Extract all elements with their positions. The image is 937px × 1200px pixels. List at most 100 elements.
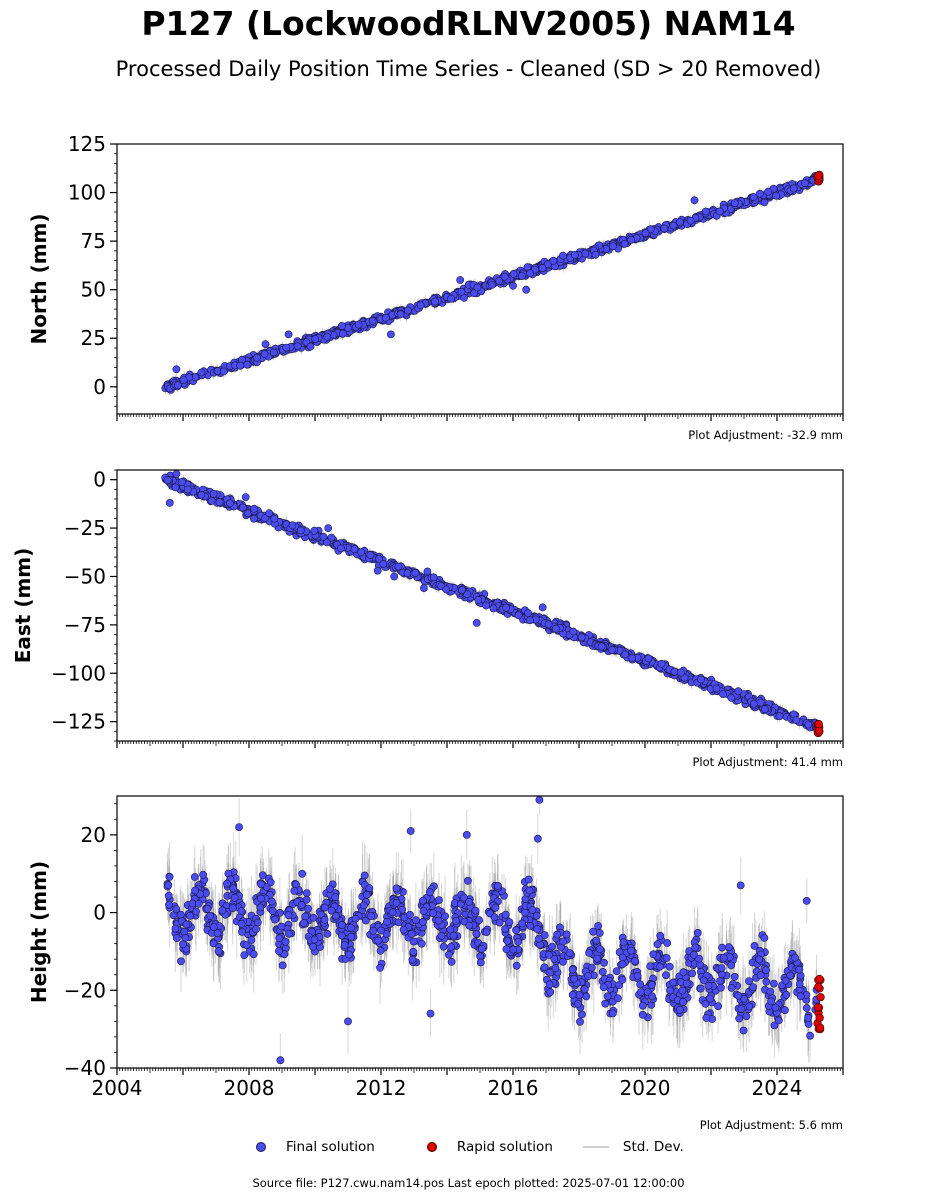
y-tick-label: 0 [93, 375, 106, 399]
final-solution-point [549, 256, 558, 265]
final-solution-point [260, 350, 269, 358]
final-solution-point [165, 498, 174, 507]
final-solution-point [357, 548, 365, 557]
final-solution-points [161, 172, 820, 394]
panel-2: 2004 2008 2012 2016 2020 2024−40−20020Height … [27, 795, 844, 1100]
final-solution-point [324, 524, 333, 532]
x-axis-ticks [116, 741, 844, 748]
final-solution-point [163, 476, 172, 485]
final-solution-point [608, 646, 616, 654]
final-solution-point [518, 272, 526, 280]
final-solution-point [172, 469, 181, 478]
final-solution-point [269, 348, 278, 357]
final-solution-point [801, 179, 809, 188]
y-tick-label: 75 [81, 229, 106, 253]
final-solution-point [715, 207, 724, 216]
rapid-solution-point [814, 171, 823, 180]
final-solution-point [500, 272, 509, 281]
final-solution-point [458, 586, 466, 594]
final-solution-point [241, 493, 250, 501]
final-solution-point [577, 633, 586, 642]
y-tick-label: 50 [81, 278, 106, 302]
final-solution-point [219, 367, 228, 376]
y-axis-label: East (mm) [11, 548, 35, 664]
final-solution-point [288, 521, 297, 530]
panel-0: 0 25 50 75 100 125 North (mm) [27, 132, 844, 421]
final-solution-point [489, 604, 498, 613]
final-solution-point [311, 335, 320, 343]
final-solution-point [646, 225, 655, 234]
final-solution-point [350, 545, 359, 554]
final-solution-point [552, 624, 560, 633]
y-tick-label: −50 [64, 564, 106, 588]
y-tick-label: −75 [64, 613, 106, 637]
final-solution-point [250, 504, 259, 513]
final-solution-point [197, 490, 206, 499]
final-solution-point [319, 532, 328, 541]
final-solution-point [755, 189, 764, 198]
final-solution-point [172, 365, 181, 374]
final-solution-point [373, 566, 382, 575]
final-solution-point [591, 250, 600, 259]
y-tick-label: −25 [64, 516, 106, 540]
final-solution-point [179, 376, 188, 384]
final-solution-point [487, 280, 496, 289]
panel-1: −125 −100 −75 −50 −25 0 East (mm) [11, 468, 844, 748]
final-solution-point [249, 514, 258, 523]
final-solution-point [670, 667, 679, 676]
final-solution-point [472, 619, 481, 627]
y-tick-label: −125 [51, 710, 106, 734]
std-dev-bars [166, 796, 818, 1068]
final-solution-point [676, 218, 684, 227]
final-solution-point [789, 184, 798, 193]
final-solution-point [403, 306, 412, 315]
final-solution-point [712, 684, 721, 693]
final-solution-point [690, 196, 699, 205]
final-solution-point [368, 316, 377, 325]
final-solution-point [173, 381, 182, 390]
final-solution-point [697, 675, 705, 684]
final-solution-point [379, 560, 388, 568]
rapid-solution-points [813, 170, 824, 186]
final-solution-point [323, 332, 332, 341]
final-solution-point [442, 585, 451, 594]
final-solution-point [509, 269, 518, 278]
final-solution-point [337, 322, 346, 330]
final-solution-point [474, 596, 483, 604]
final-solution-point [581, 249, 590, 258]
final-solution-point [209, 489, 218, 498]
chart-title: P127 (LockwoodRLNV2005) NAM14 [141, 4, 796, 43]
final-solution-point [338, 329, 347, 338]
final-solution-point [538, 603, 547, 612]
y-tick-label: −100 [51, 661, 106, 685]
final-solution-point [524, 609, 532, 617]
final-solution-point [327, 533, 336, 542]
final-solution-point [252, 353, 261, 362]
final-solution-point [526, 269, 534, 278]
final-solution-point [381, 313, 390, 322]
y-tick-label: 100 [68, 181, 106, 205]
final-solution-point [265, 509, 273, 518]
final-solution-point [236, 361, 245, 370]
final-solution-point [544, 620, 553, 629]
final-solution-point [749, 193, 758, 201]
x-axis-ticks [116, 414, 844, 421]
final-solution-point [669, 221, 678, 230]
final-solution-point [804, 720, 813, 729]
y-axis-label: North (mm) [27, 213, 51, 344]
final-solution-point [215, 498, 224, 507]
y-tick-label: 125 [68, 132, 106, 156]
final-solution-point [429, 573, 438, 582]
final-solution-point [569, 627, 578, 636]
final-solution-point [473, 283, 482, 292]
final-solution-point [641, 229, 650, 238]
final-solution-point [457, 287, 466, 296]
final-solution-point [354, 320, 363, 329]
final-solution-point [336, 544, 345, 553]
final-solution-point [730, 199, 739, 207]
final-solution-point [772, 191, 780, 200]
final-solution-point [386, 330, 395, 339]
final-solution-point [177, 477, 186, 486]
rapid-solution-points [813, 719, 824, 738]
final-solution-point [597, 642, 606, 651]
